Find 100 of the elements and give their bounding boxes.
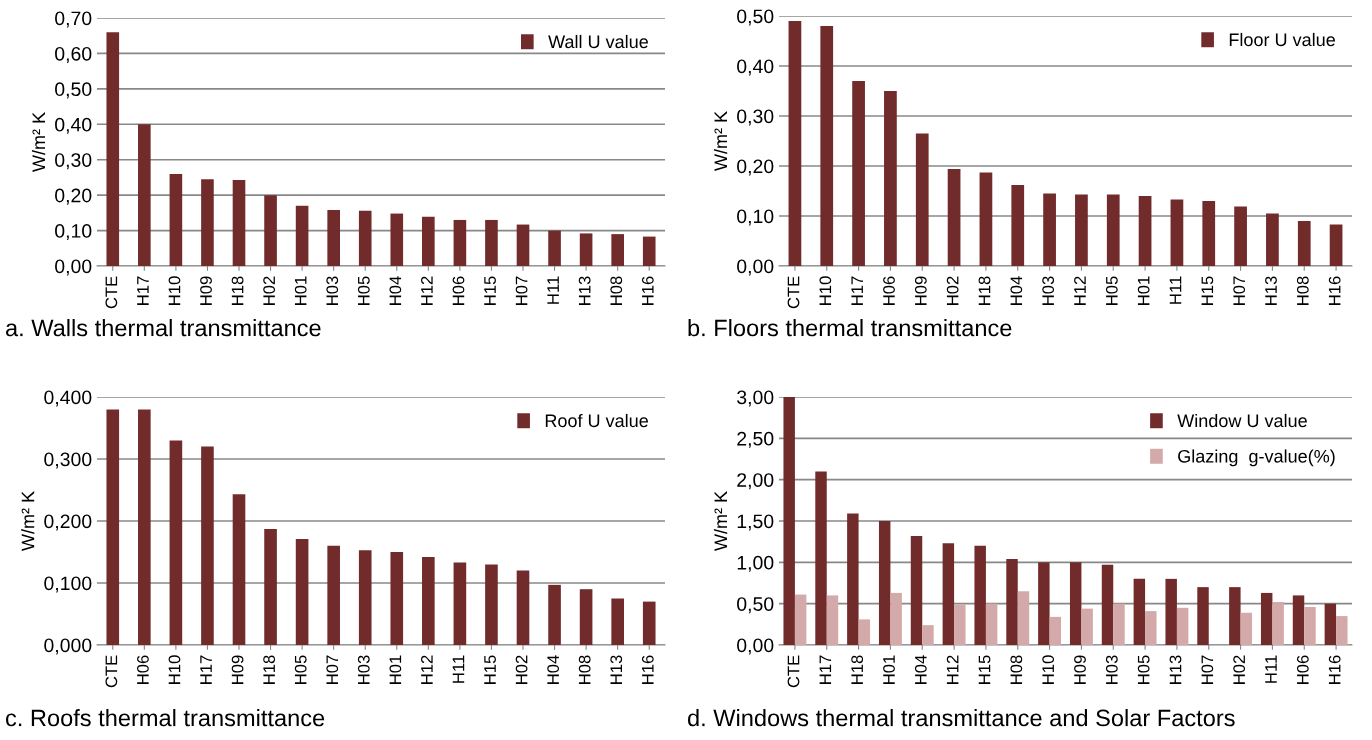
x-tick-label: H09: [914, 276, 927, 305]
bar: [1272, 602, 1284, 645]
x-tick-label: H11: [1169, 276, 1182, 304]
x-tick-label: H01: [294, 276, 307, 305]
bar: [910, 535, 923, 645]
bar: [1240, 612, 1253, 645]
x-tick-label: H10: [168, 276, 181, 305]
x-tick-label: H13: [1169, 655, 1182, 684]
bar: [264, 529, 277, 645]
text: b. Floors thermal transmittance: [688, 319, 1012, 337]
y-axis-title: W/m² K: [713, 491, 728, 552]
y-tick-label: 2,00: [737, 473, 774, 490]
legend-label: Roof U value: [545, 413, 648, 428]
bar: [1304, 606, 1316, 645]
x-tick-label: H06: [883, 276, 895, 305]
x-tick-label: H03: [326, 276, 339, 305]
x-tick-label: H15: [484, 655, 496, 684]
x-tick-label: H02: [263, 276, 276, 305]
x-tick-label: H07: [515, 276, 528, 305]
x-tick-label: H15: [1201, 276, 1214, 305]
x-tick-label: CTE: [105, 276, 118, 309]
y-axis-title: W/m² K: [31, 112, 46, 173]
y-tick-label: 0,00: [55, 259, 92, 276]
bar: [1006, 559, 1018, 645]
bar: [783, 397, 795, 645]
x-tick-label: H06: [1296, 655, 1309, 684]
x-tick-label: H05: [1137, 655, 1150, 684]
bar: [1106, 194, 1120, 266]
y-tick-label: 0,00: [737, 638, 774, 655]
bar: [485, 564, 498, 645]
bar: [548, 230, 561, 266]
bar: [611, 234, 624, 266]
x-tick-label: H11: [452, 655, 465, 683]
y-tick-label: 0,30: [737, 109, 774, 126]
bar: [579, 589, 593, 645]
x-tick-label: H04: [547, 655, 560, 684]
bar: [947, 169, 961, 266]
y-tick-label: 0,30: [55, 153, 92, 170]
y-axis-title: W/m² K: [21, 491, 35, 552]
bar: [974, 545, 986, 645]
y-axis-title: W/m² K: [713, 111, 728, 172]
bar: [788, 21, 802, 266]
x-tick-label: H10: [819, 276, 832, 305]
x-tick-label: H06: [452, 276, 465, 305]
bar: [1049, 616, 1062, 645]
x-tick-label: H04: [914, 655, 927, 684]
x-tick-label: H17: [819, 655, 832, 684]
y-tick-label: 1,50: [737, 514, 774, 531]
x-tick-label: H16: [641, 655, 654, 684]
y-tick-label: 2,50: [737, 431, 774, 448]
bar: [1133, 578, 1146, 645]
x-tick-label: H13: [578, 276, 591, 305]
bar: [1260, 592, 1273, 645]
x-tick-label: H05: [357, 276, 370, 305]
bar: [942, 543, 955, 645]
bar: [453, 219, 467, 266]
x-tick-label: CTE: [787, 655, 800, 688]
bar: [485, 219, 498, 266]
bar: [106, 32, 120, 266]
bar: [516, 570, 530, 645]
bar: [611, 598, 624, 645]
bar: [390, 213, 404, 266]
bar: [1197, 587, 1209, 645]
bar: [1165, 578, 1177, 645]
bar: [138, 124, 151, 266]
bar: [985, 603, 998, 645]
x-tick-label: H11: [1265, 655, 1277, 683]
bar: [642, 601, 656, 645]
bar: [1297, 221, 1311, 266]
bar: [579, 233, 593, 266]
x-tick-label: H08: [578, 655, 591, 684]
x-tick-label: CTE: [787, 276, 800, 309]
x-tick-label: H12: [946, 655, 959, 684]
x-tick-label: H08: [1296, 276, 1309, 305]
y-tick-label: 0,20: [55, 188, 92, 205]
bar: [1038, 562, 1050, 645]
y-tick-label: 0,400: [44, 390, 92, 407]
x-tick-label: H08: [1010, 655, 1023, 684]
bar: [232, 179, 246, 266]
bar: [1336, 616, 1348, 645]
y-tick-label: 0,50: [737, 597, 774, 614]
x-tick-label: H03: [357, 655, 370, 684]
bar: [1176, 607, 1189, 645]
y-tick-label: 0,40: [55, 117, 92, 134]
x-tick-label: H16: [1328, 655, 1341, 684]
x-tick-label: H06: [137, 655, 149, 684]
y-tick-label: 3,00: [737, 390, 774, 407]
bar: [201, 179, 214, 266]
x-tick-label: H07: [1233, 276, 1246, 305]
bar: [1202, 201, 1216, 266]
legend-label: Wall U value: [548, 34, 648, 49]
bar: [884, 91, 897, 266]
x-tick-label: H16: [1328, 276, 1341, 305]
bar: [1292, 595, 1305, 645]
x-tick-label: H12: [421, 276, 433, 305]
bar: [327, 545, 340, 645]
y-tick-label: 0,300: [44, 452, 92, 469]
bar: [1017, 591, 1030, 645]
text: c. Roofs thermal transmittance: [6, 708, 325, 727]
x-tick-label: H07: [1201, 655, 1214, 684]
